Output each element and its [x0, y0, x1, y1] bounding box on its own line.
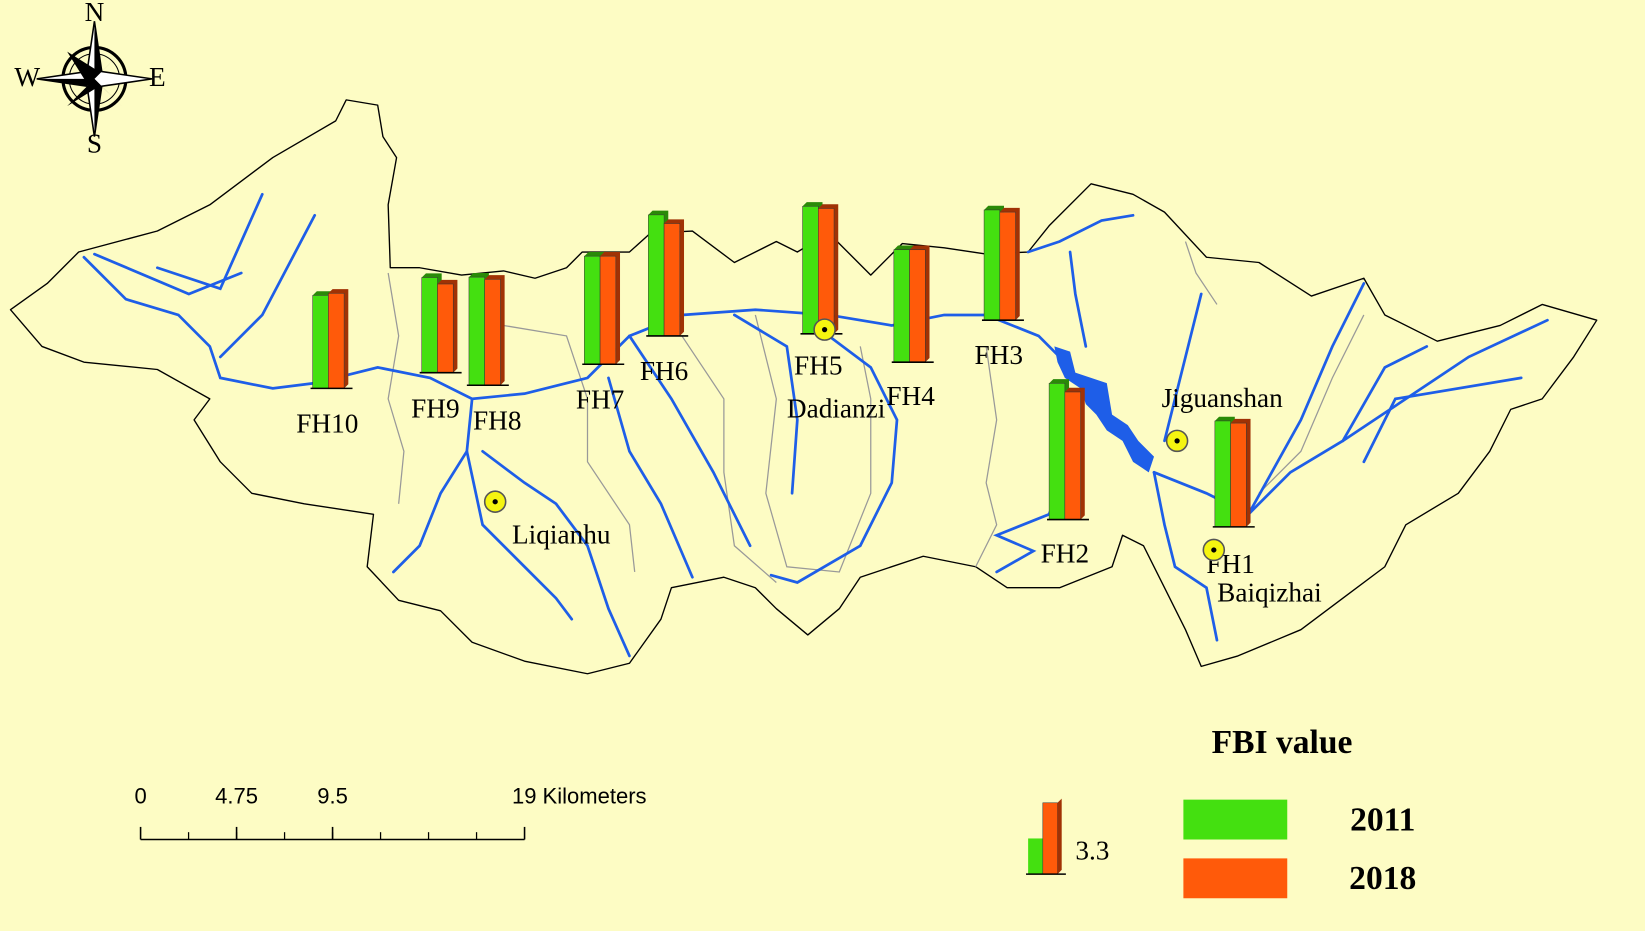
site-label: FH8 — [473, 405, 522, 435]
legend-sample-green — [1028, 838, 1043, 875]
river — [607, 376, 694, 579]
scale-label: 19 Kilometers — [512, 783, 647, 808]
bar — [421, 277, 438, 373]
bar-shade — [1057, 798, 1062, 875]
bar — [802, 206, 819, 335]
bar — [1214, 420, 1231, 528]
bar — [584, 255, 601, 365]
site-label: FH6 — [640, 356, 689, 386]
river — [1026, 213, 1135, 254]
town-dot — [492, 499, 498, 505]
sub-basin-line — [387, 272, 405, 504]
river — [1068, 250, 1088, 348]
sub-basin-line — [503, 324, 636, 573]
river — [1247, 282, 1366, 516]
rivers — [82, 192, 1549, 658]
bar — [312, 295, 329, 389]
bar — [328, 293, 345, 389]
site-label: FH3 — [975, 340, 1024, 370]
bar — [1230, 422, 1247, 528]
river — [156, 192, 264, 291]
river — [481, 449, 631, 658]
legend-label: 2011 — [1350, 801, 1415, 838]
bar — [663, 223, 681, 337]
compass-s: S — [87, 128, 102, 158]
river — [392, 397, 474, 574]
bar — [599, 255, 617, 365]
bar — [1048, 383, 1066, 520]
legend-swatch — [1183, 858, 1288, 899]
river — [769, 334, 899, 584]
bar — [468, 276, 485, 386]
legend-swatch — [1183, 799, 1288, 840]
scale-label: 0 — [134, 783, 146, 808]
town-label: Baiqizhai — [1217, 577, 1322, 607]
bar — [437, 283, 454, 373]
town-label: Dadianzi — [787, 394, 886, 424]
bar — [648, 214, 665, 337]
site-label: FH2 — [1041, 539, 1090, 569]
town-dot — [1174, 438, 1180, 444]
bar — [818, 208, 835, 335]
legend-title: FBI value — [1212, 724, 1353, 761]
sub-basin-line — [754, 314, 872, 573]
river — [1152, 470, 1219, 642]
town-label: Jiguanshan — [1162, 383, 1284, 413]
river — [1163, 292, 1203, 443]
site-label: FH5 — [794, 351, 843, 381]
sub-basin-line — [1258, 314, 1365, 494]
bar — [484, 279, 501, 386]
scale-label: 4.75 — [215, 783, 258, 808]
river — [1341, 345, 1429, 443]
site-label: FH4 — [886, 381, 935, 411]
town-dot — [1211, 547, 1217, 553]
town-dot — [821, 327, 828, 333]
compass-e: E — [149, 62, 166, 92]
river — [218, 213, 317, 359]
legend-sample-bar — [1042, 802, 1058, 875]
site-label: FH10 — [296, 408, 358, 438]
site-label: FH9 — [411, 394, 460, 424]
site-label: FH7 — [576, 384, 625, 414]
sub-basins — [387, 241, 1365, 583]
sub-basin-line — [681, 335, 777, 583]
bar — [999, 211, 1016, 321]
bar — [1064, 391, 1081, 520]
bar — [983, 209, 1001, 321]
bar — [909, 249, 926, 363]
reservoir — [1054, 346, 1155, 473]
basin-outline — [9, 99, 1598, 675]
sub-basin-line — [975, 346, 998, 568]
compass-w: W — [14, 62, 40, 92]
legend-sample-label: 3.3 — [1075, 835, 1109, 865]
river — [628, 334, 752, 548]
river — [733, 313, 799, 495]
river — [465, 449, 574, 621]
river — [1152, 318, 1549, 516]
compass-rose — [36, 21, 153, 137]
sub-basin-line — [1184, 241, 1218, 305]
river — [1362, 376, 1523, 464]
compass-n: N — [85, 0, 105, 27]
bar — [893, 249, 910, 363]
town-label: Liqianhu — [512, 520, 611, 550]
scale-label: 9.5 — [317, 783, 348, 808]
legend-label: 2018 — [1349, 860, 1416, 897]
